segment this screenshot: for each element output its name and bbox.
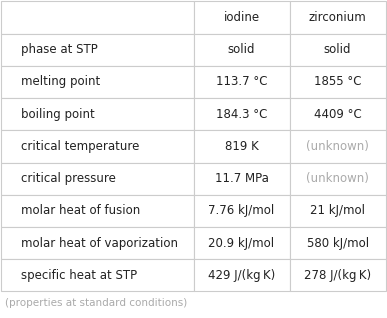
Text: (properties at standard conditions): (properties at standard conditions) (5, 298, 187, 308)
